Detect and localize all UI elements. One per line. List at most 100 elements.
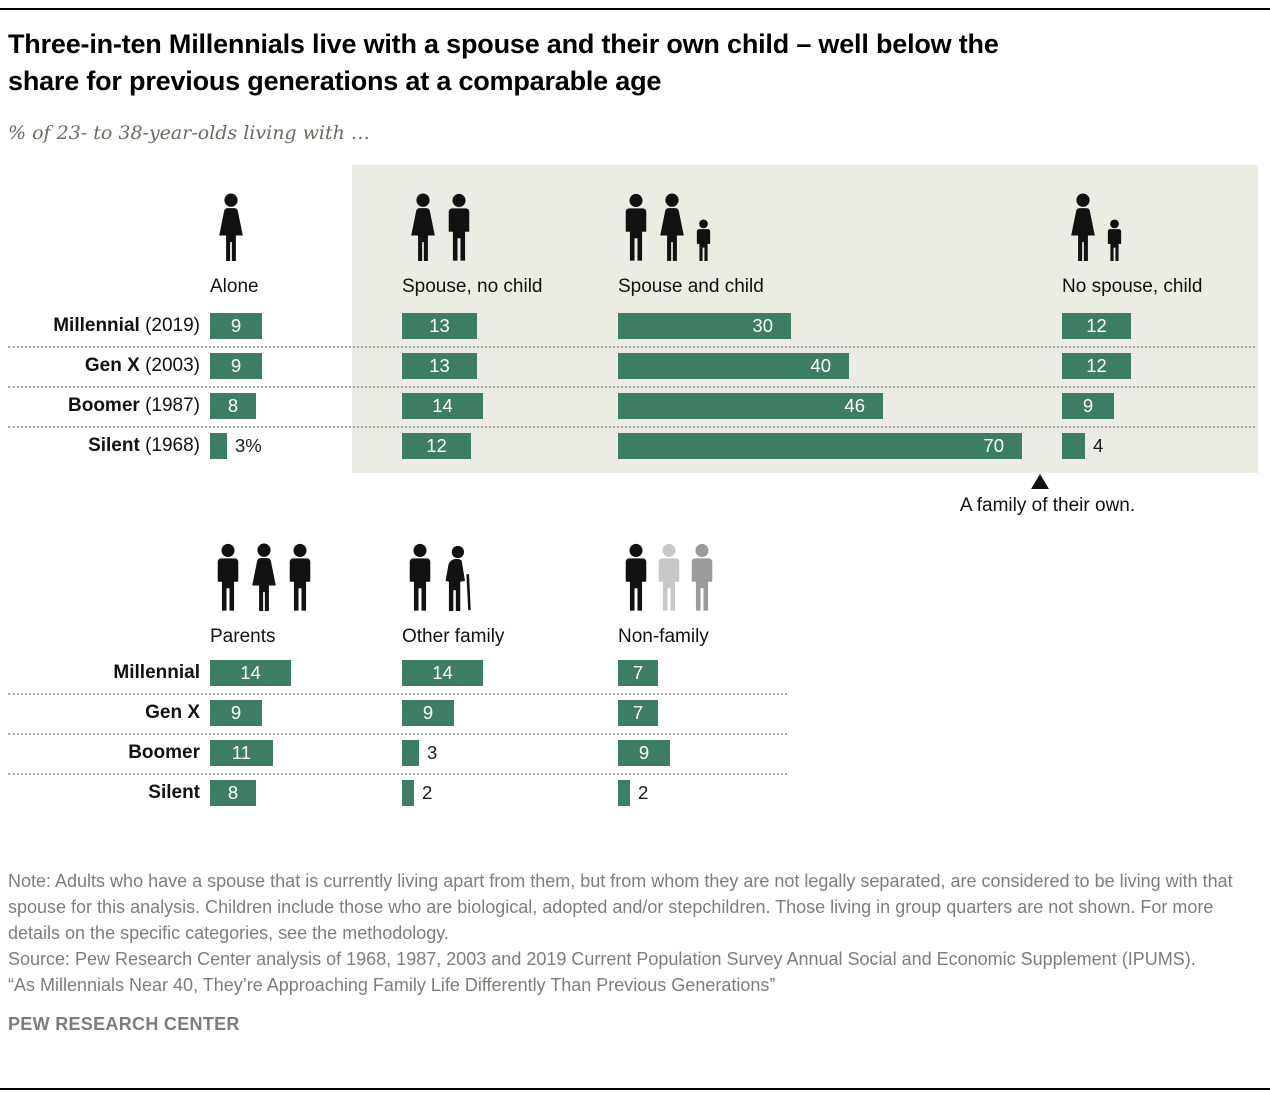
bar-non-family-silent	[618, 780, 630, 806]
non-family-icon-group	[622, 543, 716, 613]
man-icon-gray	[691, 543, 713, 611]
bar-value: 40	[810, 355, 831, 376]
man-icon	[217, 543, 239, 611]
single-parent-icon-group	[1066, 193, 1202, 263]
bar-spouse-no-child-millennial: 13	[402, 313, 477, 339]
man-icon	[625, 543, 647, 611]
man-icon	[448, 193, 470, 261]
bar-no-spouse-child-millennial: 12	[1062, 313, 1131, 339]
woman-icon	[252, 543, 276, 612]
bar-spouse-no-child-silent: 12	[402, 433, 471, 459]
column-label-alone: Alone	[210, 276, 259, 297]
column-label-other-family: Other family	[402, 626, 505, 647]
bar-value: 2	[422, 782, 433, 803]
bar-value: 12	[1086, 355, 1107, 376]
woman-icon	[219, 193, 243, 262]
row-label-millennial: Millennial (2019)	[53, 315, 200, 336]
row-separator	[8, 693, 787, 695]
bar-spouse-and-child-boomer: 46	[618, 393, 883, 419]
bar-alone-silent	[210, 433, 227, 459]
bar-alone-boomer: 8	[210, 393, 256, 419]
bar-spouse-and-child-millennial: 30	[618, 313, 791, 339]
column-label-spouse-and-child: Spouse and child	[618, 276, 764, 297]
bar-value: 2	[638, 782, 649, 803]
column-header-spouse-no-child: Spouse, no child	[402, 193, 543, 298]
family-icon-group	[622, 193, 764, 263]
bar-value: 9	[230, 702, 242, 723]
other-family-icon-group	[406, 543, 504, 613]
bar-non-family-gen-x: 7	[618, 700, 658, 726]
top-rule	[0, 8, 1270, 10]
row-label-gen-x: Gen X (2003)	[84, 355, 200, 376]
column-header-non-family: Non-family	[618, 543, 716, 648]
bar-value: 46	[844, 395, 865, 416]
bar-value: 9	[638, 742, 650, 763]
bar-no-spouse-child-silent	[1062, 433, 1085, 459]
bar-value: 13	[429, 315, 450, 336]
bar-value: 14	[432, 395, 453, 416]
bar-alone-gen-x: 9	[210, 353, 262, 379]
top-generations-chart: Alone Spouse, no child Spouse and child …	[0, 165, 1270, 525]
highlight-arrow-icon	[1031, 474, 1049, 489]
bar-value: 13	[429, 355, 450, 376]
bar-value: 11	[231, 742, 252, 763]
bar-parents-gen-x: 9	[210, 700, 262, 726]
bar-value: 3%	[235, 435, 262, 456]
bar-parents-boomer: 11	[210, 740, 273, 766]
bar-other-family-millennial: 14	[402, 660, 483, 686]
bar-other-family-gen-x: 9	[402, 700, 454, 726]
bar-value: 30	[752, 315, 773, 336]
bar-value: 8	[227, 782, 239, 803]
bar-value: 3	[427, 742, 438, 763]
column-header-parents: Parents	[210, 543, 314, 648]
bar-value: 9	[422, 702, 434, 723]
column-header-no-spouse-child: No spouse, child	[1062, 193, 1202, 298]
bar-spouse-and-child-silent: 70	[618, 433, 1022, 459]
bar-value: 9	[230, 315, 242, 336]
bar-value: 70	[983, 435, 1004, 456]
row-label-boomer: Boomer	[128, 742, 200, 763]
bar-non-family-boomer: 9	[618, 740, 670, 766]
bar-value: 12	[1086, 315, 1107, 336]
column-label-parents: Parents	[210, 626, 276, 647]
column-header-alone: Alone	[210, 193, 259, 298]
report-title-text: “As Millennials Near 40, They’re Approac…	[8, 974, 776, 995]
source-text: Source: Pew Research Center analysis of …	[8, 948, 1196, 969]
row-label-gen-x: Gen X	[145, 702, 200, 723]
row-separator	[8, 386, 1255, 388]
column-label-no-spouse-child: No spouse, child	[1062, 276, 1203, 297]
page-title: Three-in-ten Millennials live with a spo…	[8, 26, 1208, 99]
row-label-boomer: Boomer (1987)	[68, 395, 200, 416]
title-line-2: share for previous generations at a comp…	[8, 65, 662, 96]
bar-value: 9	[1082, 395, 1094, 416]
bar-value: 14	[432, 662, 453, 683]
bar-parents-silent: 8	[210, 780, 256, 806]
column-label-spouse-no-child: Spouse, no child	[402, 276, 543, 297]
bar-parents-millennial: 14	[210, 660, 291, 686]
row-separator	[8, 426, 1255, 428]
bottom-rule	[0, 1088, 1270, 1090]
bottom-generations-chart: Parents Other family Non-family Millenni…	[0, 525, 1270, 815]
child-icon	[1107, 219, 1122, 261]
couple-icon-group	[406, 193, 543, 263]
title-line-1: Three-in-ten Millennials live with a spo…	[8, 29, 999, 59]
pew-research-center-brand: PEW RESEARCH CENTER	[8, 1013, 240, 1034]
bar-value: 7	[632, 662, 644, 683]
column-header-other-family: Other family	[402, 543, 504, 648]
woman-icon	[1071, 193, 1095, 262]
note-text: Note: Adults who have a spouse that is c…	[8, 871, 1233, 943]
child-icon	[696, 219, 711, 261]
bar-value: 14	[240, 662, 261, 683]
highlight-caption: A family of their own.	[959, 495, 1136, 516]
bar-other-family-boomer	[402, 740, 419, 766]
column-label-non-family: Non-family	[618, 626, 709, 647]
bar-value: 12	[426, 435, 447, 456]
bar-alone-millennial: 9	[210, 313, 262, 339]
chart-subtitle: % of 23- to 38-year-olds living with …	[8, 122, 370, 144]
alone-icon-group	[214, 193, 259, 263]
bar-no-spouse-child-boomer: 9	[1062, 393, 1114, 419]
bar-value: 7	[632, 702, 644, 723]
bar-other-family-silent	[402, 780, 414, 806]
row-label-silent: Silent (1968)	[88, 435, 200, 456]
